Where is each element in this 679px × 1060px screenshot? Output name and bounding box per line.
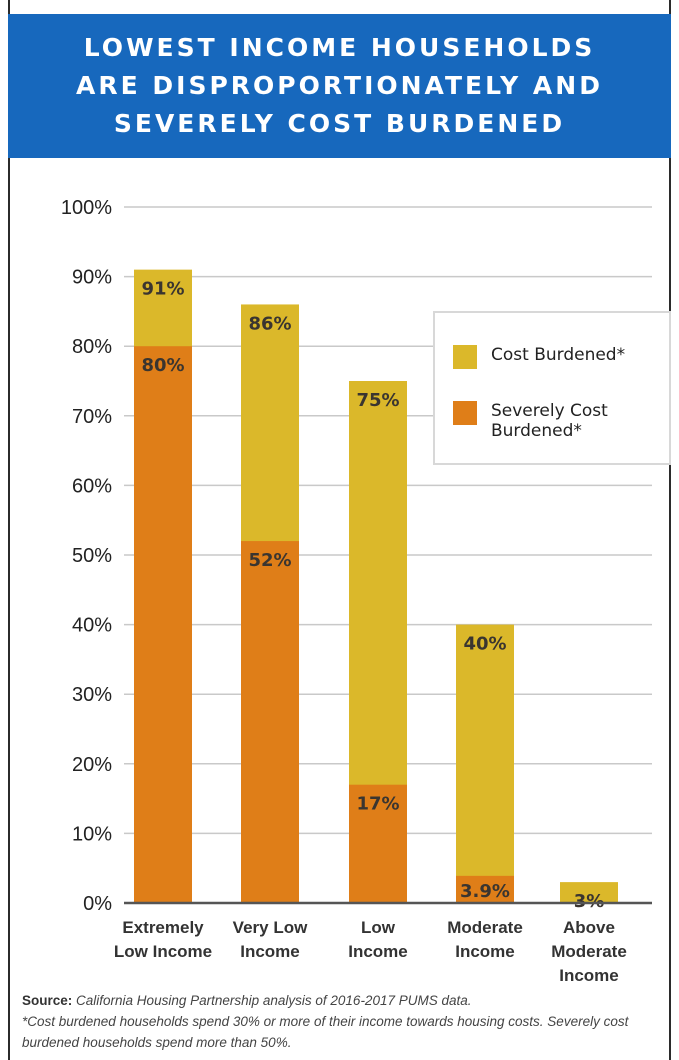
- x-category-label: Income: [348, 942, 408, 961]
- data-label-cost-burdened: 91%: [141, 279, 184, 300]
- x-category-label: Income: [559, 966, 619, 985]
- chart-legend: Cost Burdened* Severely Cost Burdened*: [433, 311, 671, 465]
- x-category-label: Income: [455, 942, 515, 961]
- legend-label-severely-cost-burdened: Severely Cost Burdened*: [491, 401, 608, 441]
- title-line-2: ARE DISPROPORTIONATELY AND: [76, 71, 603, 100]
- title-banner: LOWEST INCOME HOUSEHOLDS ARE DISPROPORTI…: [8, 14, 671, 158]
- data-label-severely-cost-burdened: 80%: [141, 355, 184, 376]
- y-tick-label: 10%: [72, 823, 112, 845]
- data-label-cost-burdened: 75%: [356, 390, 399, 411]
- title-line-3: SEVERELY COST BURDENED: [113, 109, 566, 138]
- data-label-severely-cost-burdened: 3.9%: [460, 881, 510, 902]
- title-line-1: LOWEST INCOME HOUSEHOLDS: [83, 33, 596, 62]
- y-tick-label: 20%: [72, 754, 112, 776]
- bar-severely-cost-burdened: [241, 541, 299, 903]
- data-label-severely-cost-burdened: 52%: [248, 550, 291, 571]
- y-tick-label: 50%: [72, 545, 112, 567]
- y-tick-label: 70%: [72, 406, 112, 428]
- x-category-label: Low Income: [114, 942, 212, 961]
- legend-label-cost-burdened: Cost Burdened*: [491, 345, 626, 365]
- y-tick-label: 90%: [72, 267, 112, 289]
- data-label-cost-burdened: 40%: [463, 634, 506, 655]
- y-tick-label: 30%: [72, 684, 112, 706]
- data-label-cost-burdened: 3%: [574, 891, 605, 912]
- bar-severely-cost-burdened: [349, 784, 407, 903]
- y-tick-label: 0%: [83, 893, 112, 915]
- data-label-cost-burdened: 86%: [248, 313, 291, 334]
- y-tick-label: 80%: [72, 336, 112, 358]
- bar-cost-burdened: [456, 624, 514, 903]
- bar-severely-cost-burdened: [456, 875, 514, 903]
- legend-swatch-severely-cost-burdened: [453, 401, 477, 425]
- bar-severely-cost-burdened: [134, 346, 192, 903]
- x-category-label: Above: [563, 918, 615, 937]
- stacked-bar-chart: 0% 10% 20% 30% 40% 50% 60% 70% 80% 90% 100% 91% 80% E…: [61, 197, 652, 985]
- y-tick-label: 60%: [72, 475, 112, 497]
- legend-item-severely-cost-burdened: Severely Cost Burdened*: [453, 401, 661, 441]
- x-category-label: Very Low: [233, 918, 308, 937]
- x-category-label: Extremely: [122, 918, 204, 937]
- bar-cost-burdened: [560, 882, 618, 903]
- x-category-label: Income: [240, 942, 300, 961]
- x-category-label: Moderate: [447, 918, 523, 937]
- footnote: *Cost burdened households spend 30% or m…: [22, 1014, 629, 1050]
- source-text: California Housing Partnership analysis …: [76, 993, 472, 1008]
- chart-footer: Source: California Housing Partnership a…: [22, 990, 662, 1053]
- y-tick-label: 40%: [72, 615, 112, 637]
- data-label-severely-cost-burdened: 17%: [356, 794, 399, 815]
- legend-item-cost-burdened: Cost Burdened*: [453, 345, 661, 369]
- source-label: Source:: [22, 993, 73, 1008]
- x-category-label: Moderate: [551, 942, 627, 961]
- y-tick-label: 100%: [61, 197, 112, 219]
- x-category-label: Low: [361, 918, 396, 937]
- legend-swatch-cost-burdened: [453, 345, 477, 369]
